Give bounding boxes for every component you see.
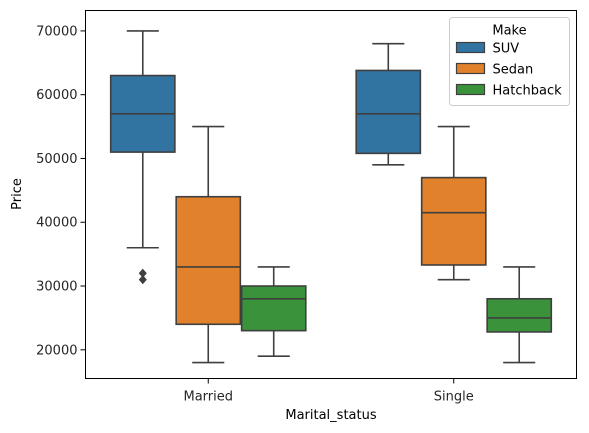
legend-swatch-suv (455, 41, 486, 54)
legend-entry-sedan: Sedan (493, 63, 534, 78)
x-tick-label: Married (183, 390, 233, 405)
legend: Make SUV Sedan Hatchback (449, 17, 570, 106)
y-tick-label: 30000 (36, 280, 77, 295)
box-suv (355, 69, 422, 155)
legend-entry-suv: SUV (493, 42, 520, 57)
x-axis-label: Marital_status (285, 408, 376, 423)
outlier-marker (138, 268, 147, 278)
y-axis: 20000 30000 40000 50000 60000 70000 (36, 24, 86, 358)
legend-swatch-sedan (455, 62, 486, 75)
plot-frame (85, 10, 577, 379)
box-hatchback (486, 297, 553, 333)
x-tick-label: Single (434, 390, 474, 405)
y-tick-label: 70000 (36, 24, 77, 39)
y-tick-label: 40000 (36, 216, 77, 231)
legend-box (449, 17, 570, 106)
y-axis-label: Price (10, 178, 25, 210)
legend-entry-hatchback: Hatchback (493, 84, 563, 99)
box-sedan (175, 195, 242, 326)
y-tick-label: 60000 (36, 88, 77, 103)
x-axis: Married Single (183, 378, 474, 405)
legend-title: Make (492, 24, 526, 39)
outlier-marker (138, 275, 147, 285)
box-hatchback (240, 285, 307, 332)
box-sedan (420, 176, 487, 266)
y-tick-label: 50000 (36, 152, 77, 167)
boxes-layer (109, 30, 553, 364)
legend-swatch-hatchback (455, 83, 486, 96)
y-tick-label: 20000 (36, 343, 77, 358)
